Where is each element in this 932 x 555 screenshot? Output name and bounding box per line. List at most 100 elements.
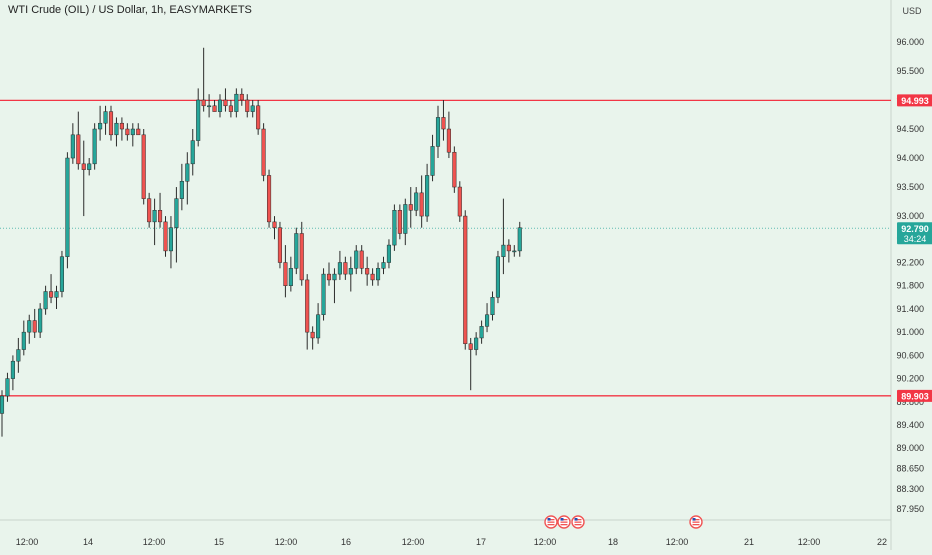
candle[interactable] [239,88,244,106]
candle[interactable] [130,123,135,147]
candle[interactable] [272,216,277,240]
us-flag-icon[interactable] [571,515,585,529]
candle[interactable] [299,221,304,286]
candle[interactable] [76,111,81,170]
candle[interactable] [5,372,10,402]
candle[interactable] [332,268,337,304]
candle[interactable] [408,187,413,228]
candle[interactable] [343,256,348,280]
candle[interactable] [267,169,272,228]
candle[interactable] [435,105,441,159]
candle[interactable] [490,291,495,321]
candle[interactable] [359,245,364,275]
candle[interactable] [370,268,375,286]
candle[interactable] [310,326,315,350]
candle[interactable] [397,204,402,240]
candle[interactable] [32,308,37,338]
candle[interactable] [485,303,490,333]
candle[interactable] [147,192,152,228]
candle[interactable] [283,245,288,298]
candle[interactable] [207,94,212,118]
candle[interactable] [430,134,435,182]
candle[interactable] [125,123,130,141]
candle[interactable] [27,314,32,344]
candle[interactable] [474,332,479,356]
candle[interactable] [348,256,353,292]
candle[interactable] [386,239,391,269]
candle[interactable] [501,198,506,275]
candle[interactable] [217,94,223,118]
candle[interactable] [65,152,70,269]
candle[interactable] [98,105,103,141]
candle[interactable] [0,390,5,437]
candle[interactable] [321,268,326,321]
candle[interactable] [288,256,293,292]
candle[interactable] [54,285,59,309]
candle[interactable] [414,187,419,217]
candle[interactable] [419,175,424,228]
candle[interactable] [337,250,342,280]
candle[interactable] [277,221,282,269]
candle[interactable] [196,88,201,147]
candle[interactable] [495,250,500,304]
candle[interactable] [316,303,321,344]
candle[interactable] [87,158,92,176]
candle[interactable] [512,245,517,257]
candle[interactable] [70,123,75,164]
candle[interactable] [141,129,146,205]
candle[interactable] [190,129,195,176]
candle[interactable] [43,285,48,315]
us-flag-icon[interactable] [557,515,571,529]
candle[interactable] [59,250,65,298]
candle[interactable] [403,198,408,246]
candle[interactable] [261,123,266,182]
candle[interactable] [468,337,473,391]
candle[interactable] [305,274,310,350]
candle[interactable] [49,274,54,304]
candle[interactable] [354,245,359,275]
candle[interactable] [425,163,430,222]
candle[interactable] [152,198,157,246]
candle[interactable] [21,320,26,356]
candle[interactable] [136,123,141,136]
candle[interactable] [446,111,451,159]
candle[interactable] [463,210,468,350]
candle[interactable] [92,123,97,170]
candle[interactable] [81,140,86,217]
candle[interactable] [517,221,522,257]
candle[interactable] [441,99,446,141]
candle[interactable] [294,227,299,275]
candle[interactable] [326,262,332,286]
candle[interactable] [256,99,261,135]
candle[interactable] [174,187,179,263]
candle[interactable] [10,355,15,391]
candle[interactable] [250,99,255,118]
candle[interactable] [506,239,511,263]
candle[interactable] [245,94,250,118]
candle[interactable] [103,105,108,135]
candle[interactable] [479,320,484,344]
candle[interactable] [16,337,21,373]
candle[interactable] [223,88,228,112]
candle[interactable] [234,88,239,118]
candle[interactable] [38,303,43,338]
candle[interactable] [179,163,184,211]
candle[interactable] [163,216,168,257]
candle[interactable] [381,256,386,275]
candle[interactable] [168,216,173,269]
candle[interactable] [392,204,397,251]
candle[interactable] [119,117,124,141]
candle[interactable] [108,105,114,141]
candle[interactable] [457,181,462,222]
candle[interactable] [158,192,163,228]
candle[interactable] [228,99,233,118]
candle[interactable] [201,47,206,112]
us-flag-icon[interactable] [689,515,703,529]
candle[interactable] [212,99,217,112]
candle[interactable] [365,256,370,286]
us-flag-icon[interactable] [544,515,558,529]
candle[interactable] [376,262,381,286]
candle[interactable] [185,152,190,205]
